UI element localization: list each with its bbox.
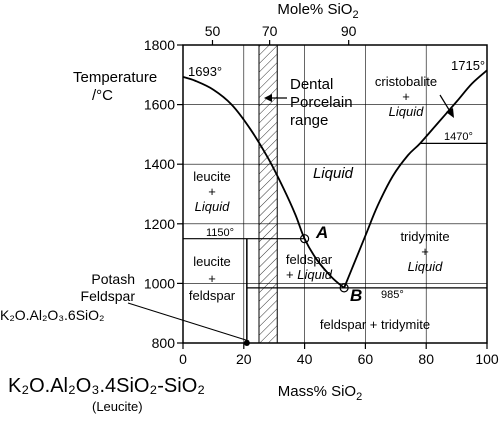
cristobalite-plus: + [402,89,410,104]
dental-label-2: Porcelain [290,94,353,111]
x-tick-label-100: 100 [475,351,499,367]
bottom-axis-label: Mass% SiO2 [278,383,362,403]
isotherm-lines [183,142,487,289]
dental-label-3: range [290,112,328,129]
leucite-liquid-plus: + [208,184,216,199]
point-b-marker [339,283,349,293]
leucite-feldspar-feldspar: feldspar [189,288,236,303]
feldspar-liquid-label: feldspar [286,252,333,267]
liquid-field-label: Liquid [313,165,354,182]
top-axis-label: Mole% SiO2 [277,1,358,21]
point-a-marker [300,234,310,244]
isotherm-1470-label: 1470° [444,131,473,143]
cristobalite-arrow [439,94,454,118]
potash-label-2: Feldspar [81,288,136,304]
y-axis-label-line1: Temperature [73,69,157,86]
isotherm-985-label: 985° [381,289,404,301]
liquidus-left-curve [182,76,345,289]
axis-ticks [177,40,488,349]
feldspar-point-marker [243,340,250,346]
tridymite-liquid-label: tridymite [400,229,449,244]
tridymite-liquid-plus: + [421,244,429,259]
porcelain-range-band [258,44,278,344]
feldspar-formula: K₂O.Al₂O₃.6SiO₂ [0,307,104,323]
top-tick-label-50: 50 [205,23,221,39]
isotherm-1150-label: 1150° [206,227,234,239]
porcelain-range-arrow [264,94,287,102]
top-tick-label-70: 70 [262,23,278,39]
x-tick-label-80: 80 [418,351,434,367]
x-tick-label-40: 40 [297,351,313,367]
tridymite-liquid-liquid: Liquid [408,259,443,274]
leucite-feldspar-plus: + [208,271,216,286]
cristobalite-label: cristobalite [375,74,437,89]
tick-labels: 0 20 40 60 80 100 800 1000 1200 1400 1600 1800 50 70 9… [144,23,499,367]
dental-label-1: Dental [290,76,333,93]
feldspar-liquid-sub: + Liquid [286,267,333,282]
point-a-label: A [315,223,328,242]
y-tick-label-800: 800 [152,335,176,351]
x-tick-label-60: 60 [358,351,374,367]
cristobalite-liquid: Liquid [389,104,424,119]
y-axis-label-line2: /°C [92,87,113,104]
y-tick-label-1400: 1400 [144,156,175,172]
leucite-formula: K₂O.Al₂O₃.4SiO₂-SiO₂ [8,375,205,397]
potash-label-1: Potash [91,271,135,287]
y-tick-label-1000: 1000 [144,275,175,291]
leucite-liquid-label: leucite [193,169,231,184]
leucite-liquid-liquid: Liquid [195,199,230,214]
feldspar-tridymite-label: feldspar + tridymite [320,317,430,332]
melting-point-left: 1693° [188,64,222,79]
top-tick-label-90: 90 [341,23,357,39]
leucite-paren-label: (Leucite) [92,399,143,414]
liquidus-right-curve [343,69,488,289]
point-b-label: B [350,286,362,305]
y-tick-label-1800: 1800 [144,37,175,53]
melting-point-right: 1715° [451,58,485,73]
plot-frame [182,44,488,344]
y-tick-label-1600: 1600 [144,97,175,113]
x-tick-label-20: 20 [236,351,252,367]
y-tick-label-1200: 1200 [144,216,175,232]
x-tick-label-0: 0 [179,351,187,367]
leucite-feldspar-label: leucite [193,254,231,269]
potash-feldspar-leader [127,302,250,342]
grid-lines [183,45,487,343]
